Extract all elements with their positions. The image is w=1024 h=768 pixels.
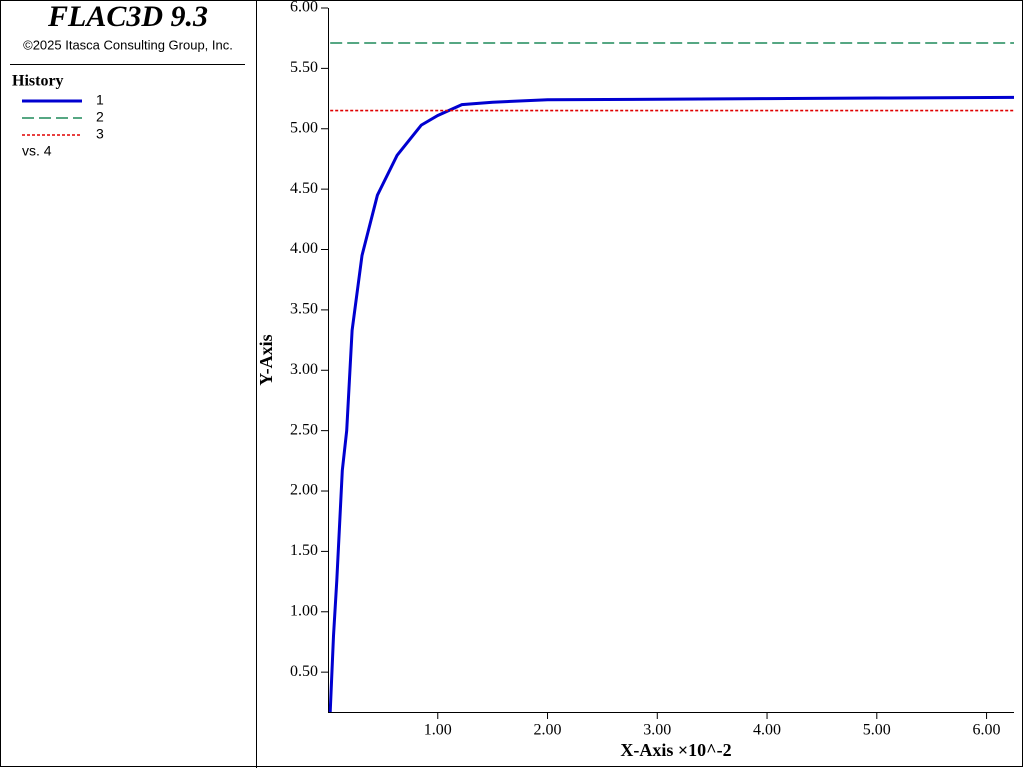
legend-label: 3 [96,126,104,142]
legend-note: vs. 4 [22,143,52,159]
y-tick-label: 1.50 [290,542,318,559]
y-tick-label: 6.00 [290,0,318,16]
legend-title: History [12,73,64,90]
x-tick-label: 6.00 [973,722,1001,739]
legend-label: 1 [96,92,104,108]
y-tick-label: 4.50 [290,180,318,197]
y-tick-label: 3.50 [290,301,318,318]
x-axis-label: X-Axis ×10^-2 [620,740,731,760]
x-tick-label: 5.00 [863,722,891,739]
legend-label: 2 [96,109,104,125]
y-tick-label: 0.50 [290,663,318,680]
y-tick-label: 4.00 [290,240,318,257]
y-tick-label: 5.50 [290,59,318,76]
app-title: FLAC3D 9.3 [47,0,208,33]
y-tick-label: 5.00 [290,119,318,136]
series-line [328,95,1015,713]
x-tick-label: 3.00 [643,722,671,739]
x-tick-label: 4.00 [753,722,781,739]
x-tick-label: 1.00 [424,722,452,739]
copyright: ©2025 Itasca Consulting Group, Inc. [23,37,233,52]
y-tick-label: 3.00 [290,361,318,378]
x-tick-label: 2.00 [534,722,562,739]
y-tick-label: 2.00 [290,482,318,499]
y-axis-label: Y-Axis [256,334,276,385]
y-tick-label: 1.00 [290,602,318,619]
y-tick-label: 2.50 [290,421,318,438]
